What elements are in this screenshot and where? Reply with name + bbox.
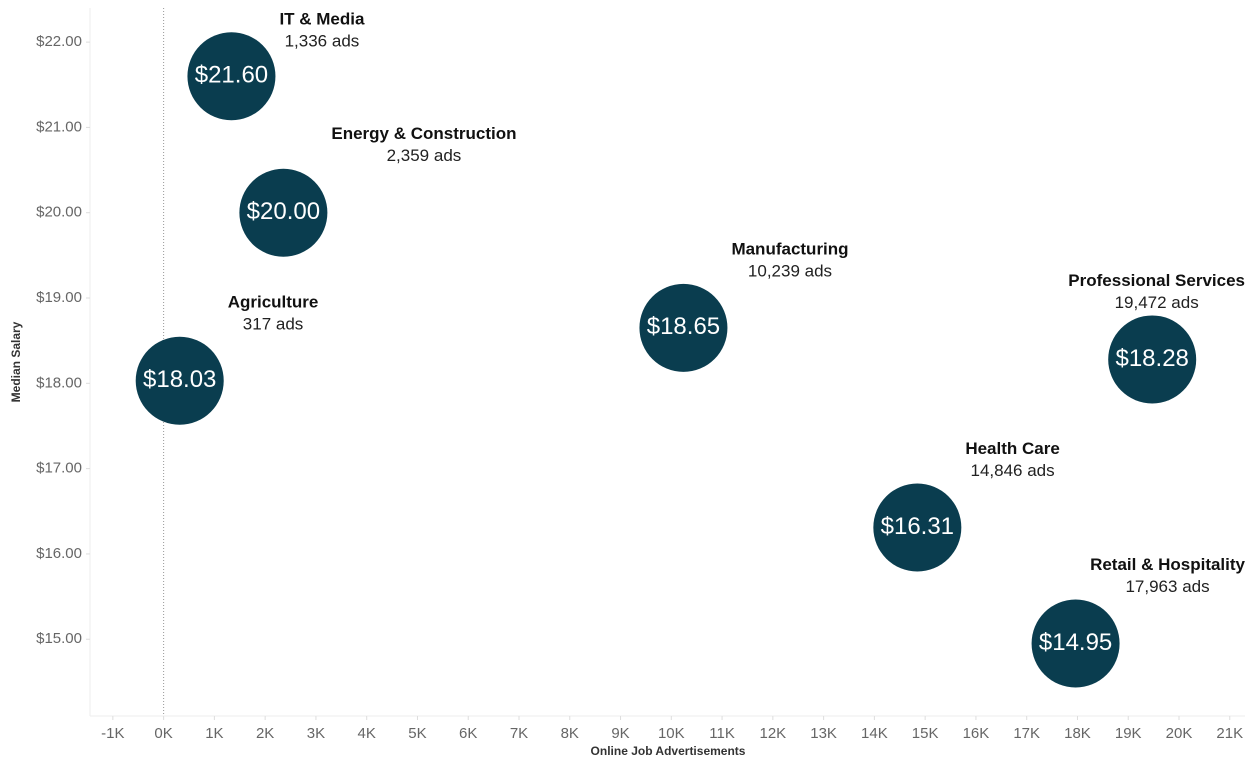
x-tick-label: 3K (307, 725, 325, 742)
bubble-value-label: $18.65 (647, 313, 720, 340)
ads-label: 17,963 ads (1125, 577, 1209, 596)
x-tick-label: 0K (154, 725, 172, 742)
x-tick-label: 14K (861, 725, 888, 742)
ads-label: 10,239 ads (748, 261, 832, 280)
ads-label: 2,359 ads (387, 146, 462, 165)
x-tick-label: 8K (561, 725, 579, 742)
ads-label: 317 ads (243, 314, 304, 333)
bubble-value-label: $21.60 (195, 62, 268, 89)
bubble (1108, 315, 1197, 404)
x-tick-label: 19K (1115, 725, 1142, 742)
y-axis-title: Median Salary (9, 321, 23, 402)
x-tick-label: 21K (1216, 725, 1243, 742)
x-tick-label: 4K (358, 725, 376, 742)
y-tick-label: $21.00 (36, 118, 82, 135)
y-tick-label: $22.00 (36, 33, 82, 50)
x-tick-label: 5K (408, 725, 426, 742)
category-label: Professional Services (1068, 271, 1245, 290)
x-tick-label: 2K (256, 725, 274, 742)
ads-label: 1,336 ads (285, 31, 360, 50)
y-tick-label: $18.00 (36, 374, 82, 391)
x-tick-label: 20K (1166, 725, 1193, 742)
bubble-value-label: $18.28 (1115, 345, 1188, 372)
ads-label: 19,472 ads (1115, 293, 1199, 312)
x-tick-label: 17K (1013, 725, 1040, 742)
ads-label: 14,846 ads (971, 461, 1055, 480)
bubble (239, 168, 328, 257)
y-tick-label: $16.00 (36, 545, 82, 562)
x-axis-title: Online Job Advertisements (591, 744, 746, 758)
x-tick-label: 12K (759, 725, 786, 742)
category-label: Manufacturing (731, 239, 848, 258)
x-tick-label: 13K (810, 725, 837, 742)
bubble (135, 336, 224, 425)
y-tick-label: $20.00 (36, 204, 82, 221)
y-tick-label: $17.00 (36, 460, 82, 477)
category-label: Agriculture (228, 292, 319, 311)
x-tick-label: 6K (459, 725, 477, 742)
category-label: Health Care (965, 439, 1059, 458)
bubble-value-label: $16.31 (881, 513, 954, 540)
bubble-value-label: $18.03 (143, 366, 216, 393)
bubble (873, 483, 962, 572)
x-tick-label: -1K (101, 725, 124, 742)
bubble (1031, 599, 1120, 688)
x-tick-label: 16K (963, 725, 990, 742)
category-label: Energy & Construction (331, 124, 516, 143)
x-tick-label: 10K (658, 725, 685, 742)
bubble (187, 32, 276, 121)
x-tick-label: 9K (611, 725, 629, 742)
y-tick-label: $19.00 (36, 289, 82, 306)
x-tick-label: 1K (205, 725, 223, 742)
bubble-value-label: $14.95 (1039, 629, 1112, 656)
x-tick-label: 7K (510, 725, 528, 742)
x-tick-label: 15K (912, 725, 939, 742)
category-label: Retail & Hospitality (1090, 555, 1245, 574)
y-tick-label: $15.00 (36, 630, 82, 647)
x-tick-label: 18K (1064, 725, 1091, 742)
bubble-value-label: $20.00 (247, 198, 320, 225)
bubble (639, 283, 728, 372)
category-label: IT & Media (279, 9, 365, 28)
x-tick-label: 11K (709, 725, 735, 742)
